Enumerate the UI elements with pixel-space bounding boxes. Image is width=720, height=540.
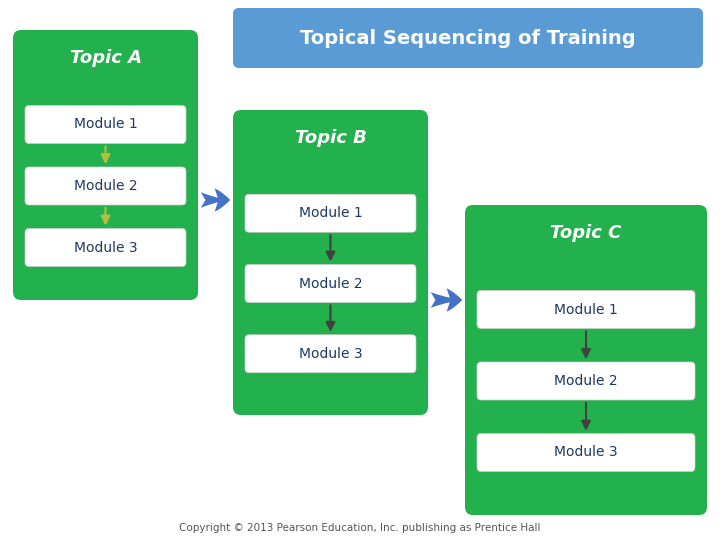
Text: Module 2: Module 2 bbox=[299, 276, 362, 291]
FancyBboxPatch shape bbox=[245, 265, 416, 302]
Text: Topic B: Topic B bbox=[294, 129, 366, 147]
Text: Copyright © 2013 Pearson Education, Inc. publishing as Prentice Hall: Copyright © 2013 Pearson Education, Inc.… bbox=[179, 523, 541, 533]
Text: Module 3: Module 3 bbox=[554, 446, 618, 460]
Text: Topical Sequencing of Training: Topical Sequencing of Training bbox=[300, 29, 636, 48]
FancyBboxPatch shape bbox=[465, 205, 707, 515]
Text: Topic C: Topic C bbox=[550, 224, 621, 242]
Text: Module 2: Module 2 bbox=[73, 179, 138, 193]
FancyBboxPatch shape bbox=[25, 105, 186, 144]
FancyBboxPatch shape bbox=[245, 335, 416, 373]
Text: Module 1: Module 1 bbox=[554, 302, 618, 316]
Text: Module 1: Module 1 bbox=[299, 206, 362, 220]
Text: Module 2: Module 2 bbox=[554, 374, 618, 388]
FancyBboxPatch shape bbox=[477, 362, 695, 400]
Text: Topic A: Topic A bbox=[70, 49, 142, 67]
FancyBboxPatch shape bbox=[25, 167, 186, 205]
FancyBboxPatch shape bbox=[25, 228, 186, 267]
FancyBboxPatch shape bbox=[233, 8, 703, 68]
Text: Module 3: Module 3 bbox=[299, 347, 362, 361]
FancyBboxPatch shape bbox=[477, 434, 695, 471]
FancyBboxPatch shape bbox=[477, 291, 695, 328]
FancyBboxPatch shape bbox=[233, 110, 428, 415]
FancyBboxPatch shape bbox=[13, 30, 198, 300]
Text: Module 3: Module 3 bbox=[73, 240, 138, 254]
Text: Module 1: Module 1 bbox=[73, 118, 138, 132]
FancyBboxPatch shape bbox=[245, 194, 416, 232]
